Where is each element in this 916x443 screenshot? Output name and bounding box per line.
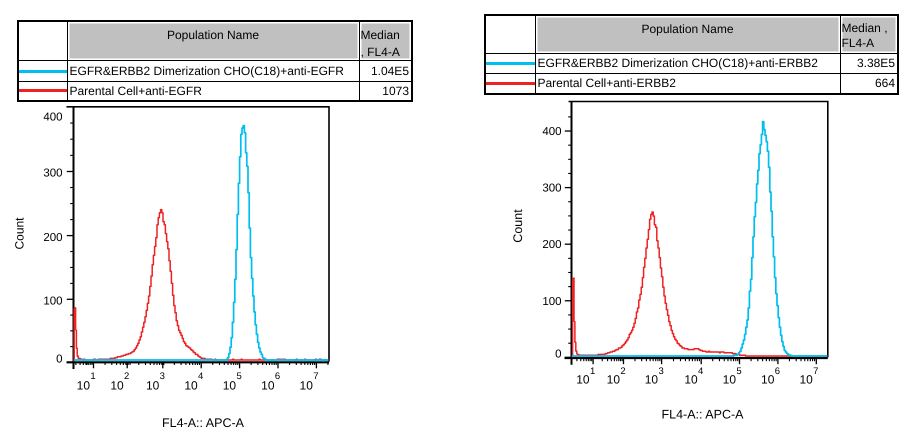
svg-text:10: 10 — [576, 373, 590, 387]
svg-text:10: 10 — [684, 373, 698, 387]
svg-text:10: 10 — [223, 378, 237, 392]
svg-text:3: 3 — [160, 371, 165, 382]
svg-text:7: 7 — [813, 366, 818, 377]
svg-text:200: 200 — [542, 239, 561, 251]
svg-text:FL4-A:: APC-A: FL4-A:: APC-A — [662, 408, 745, 422]
svg-text:10: 10 — [645, 373, 659, 387]
svg-text:10: 10 — [300, 378, 314, 392]
svg-text:1: 1 — [90, 371, 95, 382]
svg-text:400: 400 — [542, 126, 561, 138]
svg-text:10: 10 — [110, 378, 124, 392]
svg-text:6: 6 — [775, 366, 780, 377]
svg-text:10: 10 — [761, 373, 775, 387]
svg-text:5: 5 — [236, 371, 241, 382]
svg-text:100: 100 — [43, 296, 62, 308]
svg-text:6: 6 — [275, 371, 280, 382]
svg-text:10: 10 — [723, 373, 737, 387]
svg-text:10: 10 — [607, 373, 621, 387]
svg-text:Count: Count — [13, 217, 27, 250]
svg-text:200: 200 — [43, 232, 62, 244]
svg-text:FL4-A:: APC-A: FL4-A:: APC-A — [162, 416, 245, 430]
svg-text:2: 2 — [124, 371, 129, 382]
svg-text:0: 0 — [56, 354, 62, 366]
svg-text:3: 3 — [658, 366, 663, 377]
svg-text:7: 7 — [313, 371, 318, 382]
svg-text:10: 10 — [261, 378, 275, 392]
svg-text:10: 10 — [799, 373, 813, 387]
svg-text:4: 4 — [198, 371, 203, 382]
svg-text:1: 1 — [590, 366, 595, 377]
svg-text:10: 10 — [146, 378, 160, 392]
svg-text:400: 400 — [43, 112, 62, 124]
svg-text:0: 0 — [555, 349, 561, 361]
svg-text:10: 10 — [77, 378, 91, 392]
svg-text:4: 4 — [698, 366, 703, 377]
svg-text:5: 5 — [736, 366, 741, 377]
svg-text:Count: Count — [511, 209, 525, 243]
svg-text:10: 10 — [184, 378, 198, 392]
svg-text:300: 300 — [542, 183, 561, 195]
svg-text:100: 100 — [542, 296, 561, 308]
svg-text:300: 300 — [43, 168, 62, 180]
svg-text:2: 2 — [620, 366, 625, 377]
